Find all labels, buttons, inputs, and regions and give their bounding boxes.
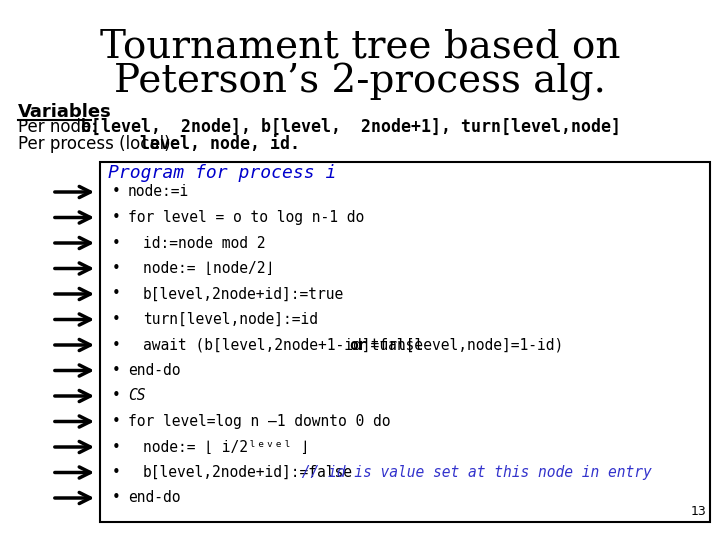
Text: 13: 13 [690,505,706,518]
Text: Variables: Variables [18,103,112,121]
Text: level, node, id.: level, node, id. [140,135,300,153]
Text: turn[level,node]=1-id): turn[level,node]=1-id) [361,338,563,353]
Text: •: • [112,312,121,327]
Text: •: • [112,363,121,378]
Text: •: • [112,388,121,403]
Text: for level = o to log n-1 do: for level = o to log n-1 do [128,210,364,225]
Text: end-do: end-do [128,363,181,378]
Text: node:=i: node:=i [128,185,189,199]
Text: end-do: end-do [128,490,181,505]
Text: // id is value set at this node in entry: // id is value set at this node in entry [293,465,652,480]
FancyBboxPatch shape [100,162,710,522]
Text: •: • [112,185,121,199]
Text: •: • [112,465,121,480]
Text: Per node:: Per node: [18,118,102,136]
Text: b[level,  2node], b[level,  2node+1], turn[level,node]: b[level, 2node], b[level, 2node+1], turn… [81,118,621,136]
Text: •: • [112,490,121,505]
Text: for level=log n –1 downto 0 do: for level=log n –1 downto 0 do [128,414,390,429]
Text: •: • [112,261,121,276]
Text: •: • [112,440,121,455]
Text: CS: CS [128,388,145,403]
Text: Tournament tree based on: Tournament tree based on [100,29,620,65]
Text: •: • [112,235,121,251]
Text: b[level,2node+id]:=true: b[level,2node+id]:=true [143,287,344,301]
Text: Per process (local):: Per process (local): [18,135,181,153]
Text: await (b[level,2node+1-id]=false: await (b[level,2node+1-id]=false [143,338,432,353]
Text: b[level,2node+id]:=false: b[level,2node+id]:=false [143,465,353,480]
Text: Peterson’s 2-process alg.: Peterson’s 2-process alg. [114,63,606,101]
Text: id:=node mod 2: id:=node mod 2 [143,235,266,251]
Text: Program for process i: Program for process i [108,164,336,182]
Text: node:= ⌊node/2⌋: node:= ⌊node/2⌋ [143,261,274,276]
Text: turn[level,node]:=id: turn[level,node]:=id [143,312,318,327]
Text: •: • [112,210,121,225]
Text: •: • [112,287,121,301]
Text: node:= ⌊ i/2ˡᵉᵛᵉˡ ⌋: node:= ⌊ i/2ˡᵉᵛᵉˡ ⌋ [143,440,310,455]
Text: or: or [349,338,366,353]
Text: •: • [112,338,121,353]
Text: •: • [112,414,121,429]
